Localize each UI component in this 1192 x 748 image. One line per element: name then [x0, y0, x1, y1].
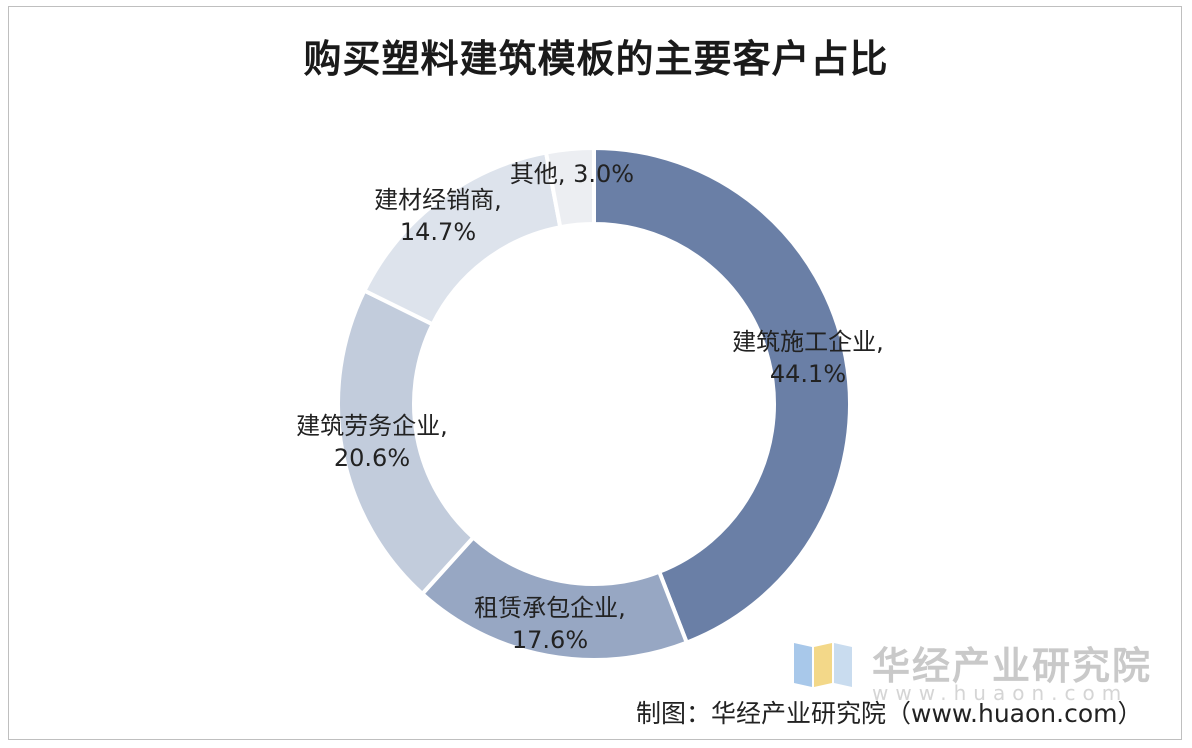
watermark-logo-icon [794, 643, 852, 687]
watermark-url: www.huaon.com [872, 681, 1129, 705]
donut-slice [336, 287, 477, 597]
slice-label-value: 17.6% [512, 626, 588, 654]
slice-label-name: 建筑施工企业, [732, 328, 884, 356]
donut-slice [592, 145, 852, 646]
slice-label: 其他, 3.0% [510, 160, 634, 188]
slice-label-value: 14.7% [400, 218, 476, 246]
slice-label-name: 建筑劳务企业, [296, 412, 448, 440]
slice-label-name: 租赁承包企业, [474, 594, 626, 622]
slice-label-name: 建材经销商, [374, 186, 502, 214]
source-note: 制图：华经产业研究院（www.huaon.com） [636, 699, 1143, 728]
donut-slice [543, 145, 596, 230]
slice-label-value: 20.6% [334, 444, 410, 472]
watermark-name: 华经产业研究院 [872, 644, 1153, 688]
watermark: 华经产业研究院 www.huaon.com [790, 635, 1170, 705]
slice-label-value: 44.1% [770, 360, 846, 388]
chart-title: 购买塑料建筑模板的主要客户占比 [303, 36, 889, 81]
